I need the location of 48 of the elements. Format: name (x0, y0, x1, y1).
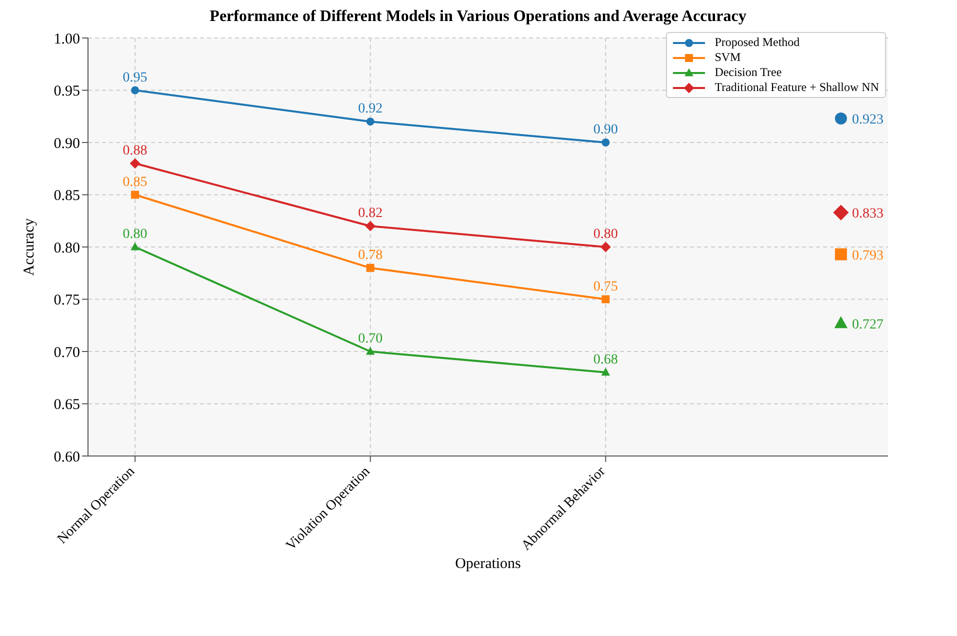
legend-label: Decision Tree (714, 65, 782, 80)
point (365, 220, 376, 232)
data-label: 0.90 (593, 122, 618, 138)
point (131, 86, 140, 94)
y-tick-label: 0.85 (54, 188, 80, 204)
point (131, 190, 140, 199)
point (130, 242, 140, 250)
data-label: 0.80 (122, 227, 148, 242)
point (600, 242, 611, 252)
point (366, 264, 374, 272)
y-tick-label: 0.90 (54, 136, 80, 152)
point (602, 138, 610, 146)
data-label: 0.75 (593, 279, 618, 294)
point (834, 248, 847, 260)
data-label: 0.80 (593, 227, 618, 242)
data-label: 0.88 (122, 143, 148, 158)
data-label: 0.727 (852, 317, 884, 332)
chart-title: Performance of Different Models in Various Operations and Average Accuracy (208, 8, 748, 27)
y-tick-label: 1.00 (54, 31, 80, 48)
data-label: 0.833 (852, 206, 884, 222)
point (602, 295, 610, 304)
point (130, 158, 140, 169)
y-tick-label: 0.70 (54, 344, 80, 361)
point (834, 112, 847, 124)
data-label: 0.92 (358, 102, 383, 117)
data-label: 0.793 (852, 248, 884, 264)
y-tick-label: 0.95 (54, 84, 80, 100)
data-label: 0.70 (358, 332, 383, 346)
y-tick-label: 0.65 (54, 397, 80, 414)
data-label: 0.95 (122, 70, 148, 86)
point (366, 346, 375, 355)
data-label: 0.85 (122, 174, 148, 190)
x-axis-title: Operations (455, 556, 522, 572)
data-label: 0.68 (593, 352, 618, 368)
y-tick-label: 0.60 (54, 449, 80, 466)
legend-label: Traditional Feature + Shallow NN (714, 80, 879, 95)
point (833, 204, 849, 220)
y-tick-label: 0.80 (54, 240, 80, 256)
y-axis-title: Accuracy (21, 218, 38, 276)
data-label: 0.82 (358, 206, 383, 222)
point (601, 368, 610, 376)
data-label: 0.923 (852, 112, 884, 128)
legend-label: Proposed Method (714, 35, 800, 50)
legend-label: SVM (714, 50, 741, 65)
point (834, 316, 848, 328)
y-tick-label: 0.75 (54, 292, 80, 309)
point (366, 118, 374, 126)
data-label: 0.78 (358, 248, 383, 263)
